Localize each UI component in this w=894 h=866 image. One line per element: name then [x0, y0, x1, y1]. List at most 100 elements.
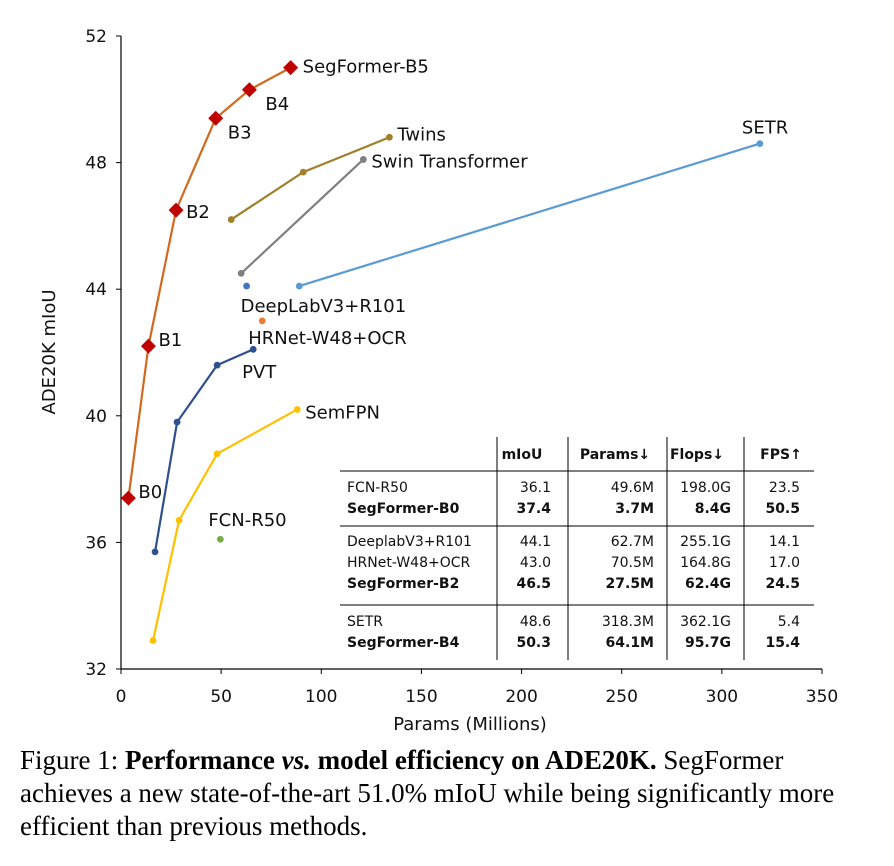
x-tick-label: 300 — [706, 687, 738, 707]
table-cell: 37.4 — [516, 501, 551, 517]
table-cell: 198.0G — [680, 480, 731, 496]
series-line — [127, 66, 292, 499]
data-point — [258, 317, 266, 325]
series-deeplabv3-r101: DeepLabV3+R101 — [241, 282, 407, 317]
table-cell: HRNet-W48+OCR — [347, 555, 470, 571]
table-cell: 15.4 — [765, 635, 800, 651]
table-cell: 17.0 — [769, 555, 800, 571]
table-cell: 318.3M — [602, 614, 654, 630]
table-cell: DeeplabV3+R101 — [347, 534, 472, 550]
x-tick-label: 50 — [210, 687, 232, 707]
table-cell: 50.5 — [765, 501, 800, 517]
y-tick-label: 36 — [85, 533, 107, 553]
x-tick-label: 100 — [305, 687, 337, 707]
data-point — [756, 140, 764, 148]
y-axis-title: ADE20K mIoU — [39, 289, 60, 414]
table-cell: 62.7M — [611, 534, 654, 550]
table-cell: 362.1G — [680, 614, 731, 630]
series-layer: B0 B1 B2 B3 B4 SegFormer-B5 Twins Swin Transfor… — [120, 57, 788, 644]
table-cell: SegFormer-B0 — [347, 501, 460, 517]
data-point — [283, 60, 299, 76]
data-point — [213, 450, 221, 458]
point-label: B4 — [265, 94, 289, 115]
table-cell: FCN-R50 — [347, 480, 408, 496]
figure-caption: Figure 1: Performance vs. model efficien… — [20, 744, 880, 843]
table-cell: 50.3 — [516, 635, 551, 651]
table-cell: 164.8G — [680, 555, 731, 571]
data-point — [208, 110, 224, 126]
series-fcn-r50: FCN-R50 — [208, 510, 287, 543]
y-tick-label: 32 — [85, 660, 107, 680]
table-header: Params↓ — [580, 447, 650, 463]
table-cell: 44.1 — [520, 534, 551, 550]
table-cell: 23.5 — [769, 480, 800, 496]
point-label: DeepLabV3+R101 — [241, 296, 407, 317]
table-cell: SETR — [347, 614, 383, 630]
table-header: Flops↓ — [670, 447, 724, 463]
data-point — [385, 133, 393, 141]
series-swin-transformer: Swin Transformer — [237, 151, 528, 277]
data-point — [216, 535, 224, 543]
table-cell: 27.5M — [606, 576, 654, 592]
y-tick-label: 52 — [85, 27, 107, 47]
data-point — [213, 361, 221, 369]
data-point — [241, 82, 257, 98]
point-label: B2 — [186, 202, 210, 223]
data-point — [249, 345, 257, 353]
table-cell: 62.4G — [685, 576, 731, 592]
series-segformer: B0 B1 B2 B3 B4 SegFormer-B5 — [120, 57, 429, 506]
data-point — [243, 282, 250, 290]
table-cell: 36.1 — [520, 480, 551, 496]
table-cell: 49.6M — [611, 480, 654, 496]
caption-bold-2: model efficiency on ADE20K. — [310, 745, 657, 775]
data-point — [359, 156, 367, 163]
x-axis-title: Params (Millions) — [393, 714, 547, 735]
data-point — [299, 168, 307, 176]
point-label: B3 — [228, 122, 252, 143]
point-label: FCN-R50 — [208, 510, 286, 531]
caption-rest: SegFormer achieves a new state-of-the-ar… — [20, 745, 835, 841]
series-line — [153, 348, 254, 553]
data-point — [168, 202, 184, 218]
series-pvt: PVT — [151, 345, 277, 556]
data-point — [149, 637, 157, 644]
point-label: SETR — [742, 118, 788, 139]
table-header: FPS↑ — [760, 447, 802, 463]
point-label: HRNet-W48+OCR — [248, 328, 406, 349]
point-label: B0 — [138, 482, 162, 503]
series-line — [151, 408, 298, 641]
table-cell: 95.7G — [685, 635, 731, 651]
table-cell: 46.5 — [516, 576, 551, 592]
data-point — [293, 406, 301, 413]
caption-bold-italic: vs. — [281, 745, 311, 775]
x-tick-label: 0 — [116, 687, 127, 707]
table-cell: 255.1G — [680, 534, 731, 550]
table-cell: 5.4 — [778, 614, 800, 630]
point-label: B1 — [158, 330, 182, 351]
table-cell: SegFormer-B4 — [347, 635, 460, 651]
x-tick-label: 350 — [806, 687, 838, 707]
series-line — [230, 136, 390, 221]
table-cell: 24.5 — [765, 576, 800, 592]
x-tick-label: 200 — [505, 687, 537, 707]
results-table: mIoU Params↓ Flops↓ FPS↑ FCN-R50 36.1 49.6M 198… — [340, 437, 814, 660]
table-cell: 48.6 — [520, 614, 551, 630]
table-cell: 14.1 — [769, 534, 800, 550]
point-label: SegFormer-B5 — [303, 57, 429, 78]
point-label: Swin Transformer — [371, 151, 528, 172]
caption-prefix: Figure 1: — [20, 745, 125, 775]
chart-axes: 0 50 100 150 200 250 300 350 32 36 40 44 48 52 — [85, 27, 838, 707]
series-hrnet-w48-ocr: HRNet-W48+OCR — [248, 317, 407, 349]
data-point — [237, 269, 245, 277]
point-label: Twins — [396, 124, 446, 145]
x-tick-label: 250 — [605, 687, 637, 707]
data-point — [175, 516, 183, 524]
series-line — [240, 158, 365, 275]
series-setr: SETR — [295, 118, 788, 290]
data-point — [295, 282, 303, 290]
data-point — [173, 418, 181, 426]
data-point — [140, 338, 156, 354]
point-label: PVT — [242, 362, 277, 383]
table-cell: 43.0 — [520, 555, 551, 571]
